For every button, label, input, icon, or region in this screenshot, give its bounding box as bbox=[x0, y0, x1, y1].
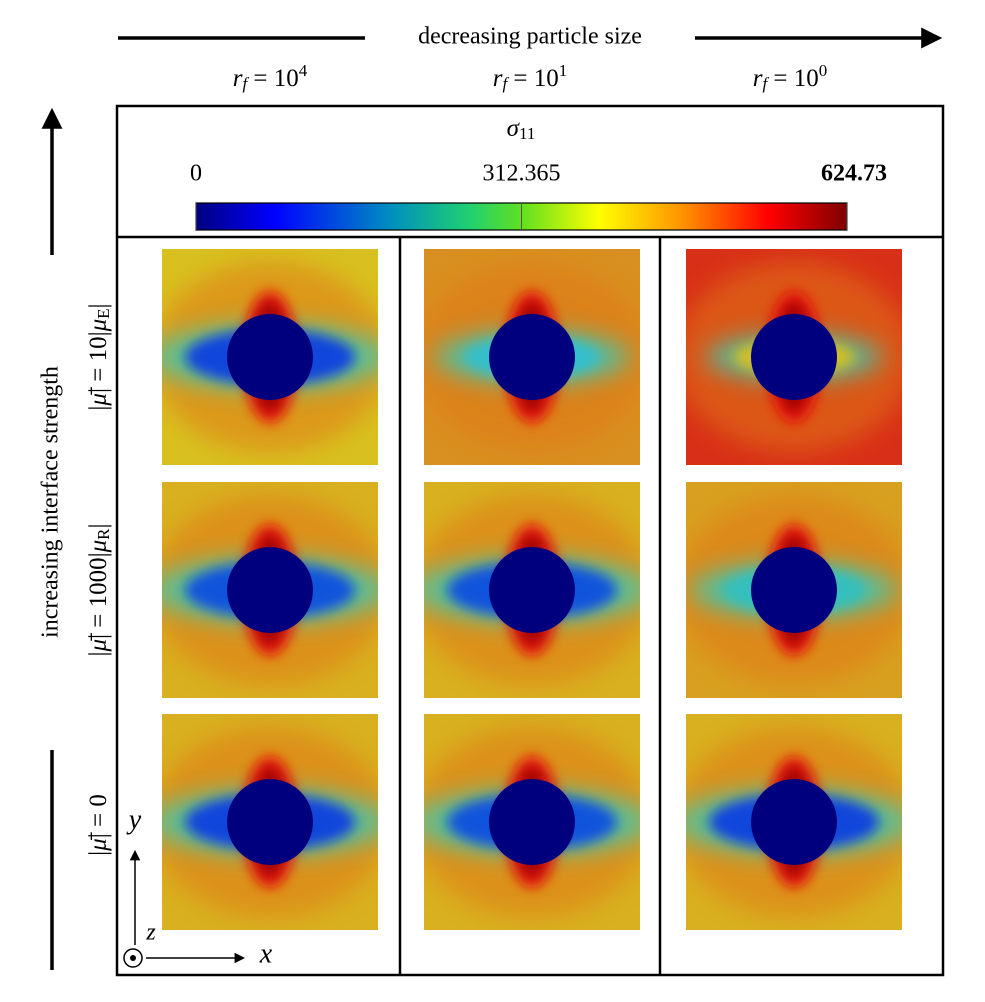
particle bbox=[751, 779, 837, 865]
label-part: | = 1000| bbox=[85, 552, 112, 639]
field-panel bbox=[686, 249, 902, 465]
field bbox=[162, 249, 378, 465]
label-part: f bbox=[502, 74, 509, 93]
label-part: 11 bbox=[519, 124, 535, 143]
label-part: μ bbox=[85, 319, 112, 333]
colorbar-tick-label: 0 bbox=[190, 161, 202, 187]
colorbar-title: σ11 bbox=[507, 115, 536, 143]
label-part: | = 10| bbox=[85, 331, 112, 393]
field-panel bbox=[424, 482, 640, 698]
particle bbox=[751, 314, 837, 400]
particle bbox=[489, 314, 575, 400]
label-part: 4 bbox=[299, 61, 308, 80]
label-part: = 10 bbox=[247, 65, 299, 92]
labels: rf = 104 rf = 101 rf = 100|μ̄| = 10|μE||μ̄… bbox=[85, 61, 887, 856]
particle bbox=[489, 547, 575, 633]
field-panel bbox=[162, 482, 378, 698]
field bbox=[686, 249, 902, 465]
field-panel bbox=[424, 249, 640, 465]
label-part: | bbox=[85, 652, 112, 657]
z-circle bbox=[123, 948, 143, 968]
y-axis-label: y bbox=[126, 804, 142, 835]
label-part: | = 0 bbox=[85, 794, 112, 838]
column-label: rf = 104 bbox=[233, 61, 308, 93]
label-part: | bbox=[85, 523, 112, 528]
field-panel bbox=[424, 714, 640, 930]
label-part: | bbox=[85, 851, 112, 856]
field bbox=[424, 714, 640, 930]
label-part: | bbox=[85, 406, 112, 411]
particle bbox=[751, 547, 837, 633]
field bbox=[424, 482, 640, 698]
field bbox=[686, 714, 902, 930]
particle bbox=[489, 779, 575, 865]
label-part: f bbox=[762, 74, 769, 93]
field-panel bbox=[686, 714, 902, 930]
label-part: μ bbox=[85, 540, 112, 554]
outer-frame bbox=[115, 104, 945, 977]
label-part: r bbox=[493, 65, 503, 92]
panels bbox=[162, 249, 902, 930]
top-label: decreasing particle size bbox=[418, 24, 642, 50]
label-part: | bbox=[85, 303, 112, 308]
column-label: rf = 100 bbox=[753, 61, 828, 93]
axis-triad: y z x bbox=[123, 804, 273, 969]
particle bbox=[227, 314, 313, 400]
z-axis-label: z bbox=[145, 920, 156, 946]
side-label: increasing interface strength bbox=[38, 366, 64, 638]
column-label: rf = 101 bbox=[493, 61, 568, 93]
particle bbox=[227, 547, 313, 633]
field bbox=[424, 249, 640, 465]
field-panel bbox=[686, 482, 902, 698]
colorbar-tick-label: 312.365 bbox=[483, 161, 561, 187]
label-part: R bbox=[94, 528, 113, 540]
row-label: |μ̄| = 1000|μR| bbox=[85, 523, 113, 656]
label-part: = 10 bbox=[767, 65, 819, 92]
z-dot bbox=[130, 955, 136, 961]
row-label: |μ̄| = 10|μE| bbox=[85, 303, 113, 410]
field bbox=[686, 482, 902, 698]
field-panel bbox=[162, 249, 378, 465]
label-part: σ bbox=[507, 115, 521, 142]
label-part: = 10 bbox=[507, 65, 559, 92]
label-part: 0 bbox=[819, 61, 828, 80]
label-part: E bbox=[94, 308, 113, 318]
particle bbox=[227, 779, 313, 865]
field bbox=[162, 482, 378, 698]
label-part: 1 bbox=[559, 61, 568, 80]
row-label: |μ̄| = 0 bbox=[85, 794, 112, 856]
field-panel bbox=[162, 714, 378, 930]
x-axis-label: x bbox=[259, 938, 273, 969]
colorbar-tick-label: 624.73 bbox=[821, 161, 887, 187]
label-part: f bbox=[242, 74, 249, 93]
field bbox=[162, 714, 378, 930]
label-part: r bbox=[233, 65, 243, 92]
label-part: r bbox=[753, 65, 763, 92]
